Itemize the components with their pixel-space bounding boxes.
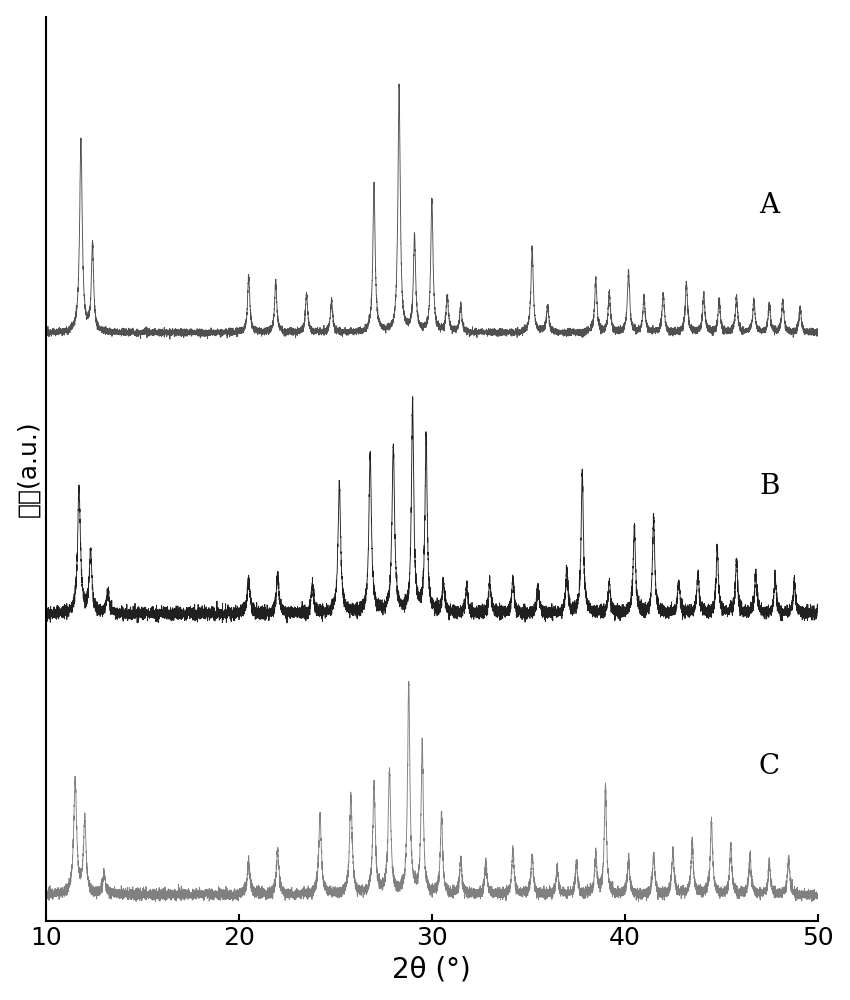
Text: B: B [759,473,779,500]
Text: C: C [759,753,780,780]
Y-axis label: 强度(a.u.): 强度(a.u.) [17,420,41,517]
Text: A: A [759,192,779,219]
X-axis label: 2θ (°): 2θ (°) [393,955,471,983]
